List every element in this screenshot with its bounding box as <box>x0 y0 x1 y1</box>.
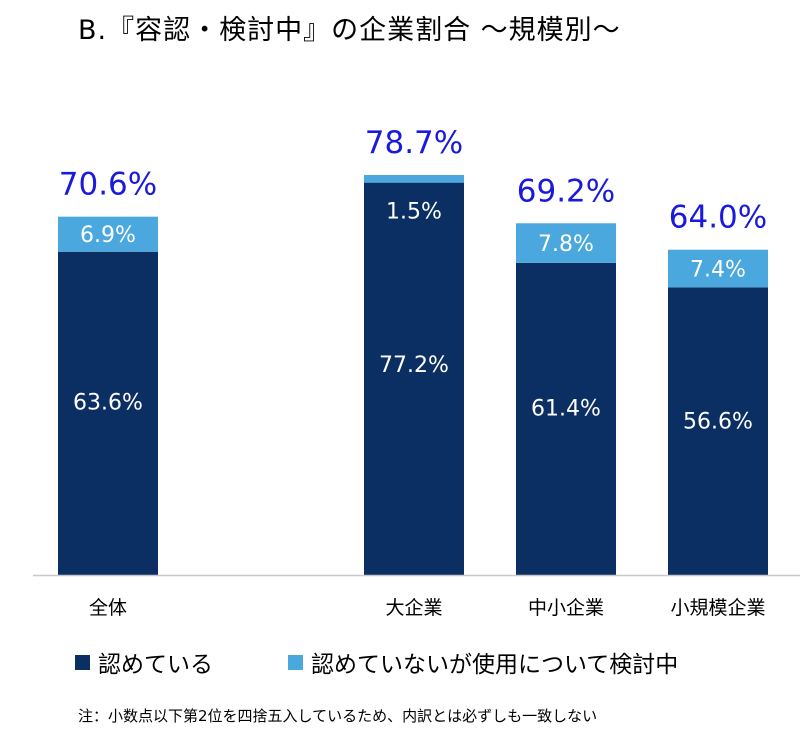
data-label-considering: 1.5% <box>386 200 442 225</box>
total-label: 69.2% <box>517 173 615 209</box>
total-label: 64.0% <box>669 200 767 236</box>
bar-considering <box>668 249 768 288</box>
legend-swatch-considering <box>288 654 303 670</box>
category-label: 大企業 <box>385 597 442 619</box>
legend: 認めている 認めていないが使用について検討中 <box>0 645 802 685</box>
chart-title: B.『容認・検討中』の企業割合 ～規模別～ <box>78 15 621 46</box>
chart-area: 63.6% 6.9% 70.6% 全体 77.2% 1.5% 78.7% 大企業 61.4% 7.… <box>33 125 800 619</box>
category-label: 小規模企業 <box>670 597 765 619</box>
data-label-approved: 56.6% <box>683 410 753 435</box>
bar-approved <box>58 251 158 576</box>
legend-label-considering: 認めていないが使用について検討中 <box>311 652 679 678</box>
legend-label-approved: 認めている <box>98 652 213 678</box>
bar-considering <box>364 175 464 183</box>
legend-swatch-approved <box>75 654 90 670</box>
total-label: 78.7% <box>365 125 463 161</box>
bar-approved <box>668 287 768 575</box>
data-label-approved: 63.6% <box>73 390 143 415</box>
data-label-approved: 61.4% <box>531 396 601 421</box>
category-label: 全体 <box>89 597 127 619</box>
data-label-approved: 77.2% <box>379 353 449 378</box>
data-label-considering: 6.9% <box>80 223 136 248</box>
legend-item-considering: 認めていないが使用について検討中 <box>288 645 678 679</box>
data-label-considering: 7.8% <box>538 232 594 257</box>
category-label: 中小企業 <box>528 597 604 619</box>
bar-considering <box>58 216 158 252</box>
footnote: 注：小数点以下第2位を四捨五入しているため、内訳とは必ずしも一致しない <box>78 707 598 725</box>
bar-considering <box>516 223 616 263</box>
legend-item-approved: 認めている <box>75 645 213 679</box>
data-label-considering: 7.4% <box>690 258 746 283</box>
bar-approved <box>516 262 616 575</box>
bar-approved <box>364 182 464 575</box>
total-label: 70.6% <box>59 167 157 203</box>
